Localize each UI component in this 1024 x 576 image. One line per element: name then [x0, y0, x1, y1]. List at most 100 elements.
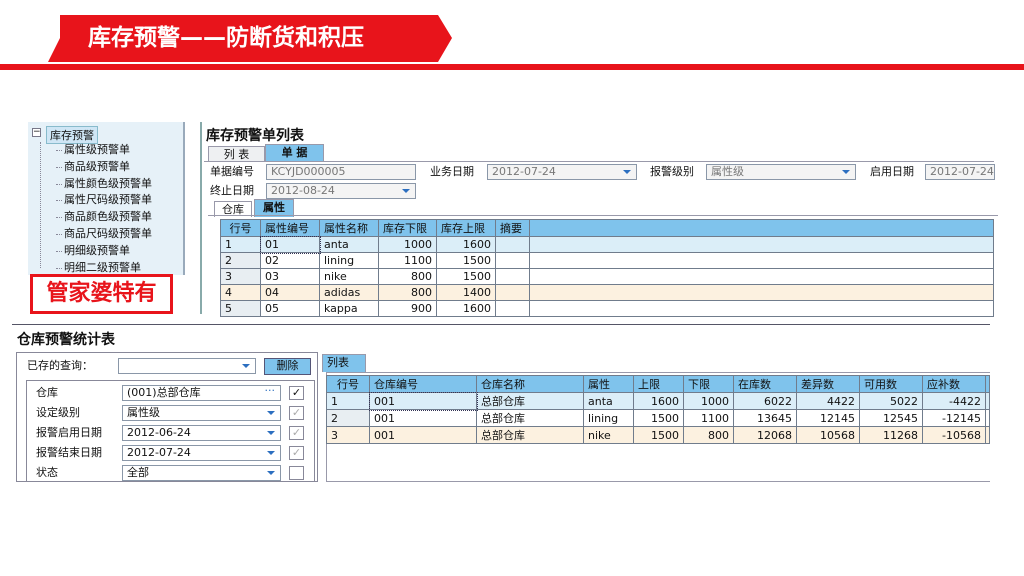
table-row[interactable]: 3 001 总部仓库 nike 1500 800 12068 10568 11268 -10568 — [326, 426, 990, 444]
table-cell[interactable]: lining — [319, 252, 379, 269]
column-header[interactable]: 应补数 — [922, 375, 986, 393]
filter-checkbox[interactable]: ✓ — [289, 446, 304, 460]
table-cell[interactable]: adidas — [319, 284, 379, 301]
tree-item[interactable]: 商品尺码级预警单 — [56, 227, 152, 240]
tree-item[interactable]: 属性颜色级预警单 — [56, 176, 152, 190]
table-cell[interactable]: 1500 — [436, 252, 496, 269]
table-row[interactable]: 2 02 lining 1100 1500 — [220, 252, 994, 269]
subtab-attribute[interactable]: 属性 — [254, 199, 294, 217]
table-cell[interactable]: anta — [583, 392, 634, 410]
table-cell[interactable] — [529, 236, 994, 253]
table-cell[interactable]: 900 — [378, 300, 437, 317]
table-cell[interactable] — [495, 284, 530, 301]
ellipsis-icon[interactable]: ··· — [264, 384, 276, 397]
table-cell[interactable]: 04 — [260, 284, 320, 301]
tree-item[interactable]: 明细二级预警单 — [56, 260, 141, 274]
table-cell[interactable]: 3 — [326, 426, 370, 444]
column-header[interactable]: 行号 — [220, 219, 261, 237]
chevron-down-icon[interactable] — [267, 411, 275, 415]
chevron-down-icon[interactable] — [267, 451, 275, 455]
table-cell[interactable]: -12145 — [922, 409, 986, 427]
table-cell[interactable]: 1600 — [436, 236, 496, 253]
column-header[interactable] — [529, 219, 994, 237]
table-row[interactable]: 1 01 anta 1000 1600 — [220, 235, 994, 254]
table-cell[interactable]: 1600 — [633, 392, 684, 410]
tree-item[interactable]: 商品颜色级预警单 — [56, 210, 152, 224]
filter-field[interactable]: 2012-07-24 — [122, 445, 281, 461]
tree-item[interactable]: 属性级预警单 — [56, 143, 130, 156]
table-cell[interactable] — [985, 426, 990, 444]
column-header[interactable]: 库存下限 — [378, 219, 437, 237]
table-cell[interactable]: 800 — [378, 268, 437, 285]
table-cell[interactable]: 1000 — [378, 236, 437, 253]
table-cell[interactable] — [529, 300, 994, 317]
tree-item[interactable]: 属性尺码级预警单 — [56, 193, 152, 207]
table-cell[interactable]: 03 — [260, 268, 320, 285]
table-cell[interactable]: 13645 — [733, 409, 797, 427]
filter-field[interactable]: 全部 — [122, 465, 281, 481]
table-cell[interactable]: 01 — [259, 235, 321, 254]
table-cell[interactable]: 11268 — [859, 426, 923, 444]
table-cell[interactable]: 1500 — [633, 426, 684, 444]
table-cell[interactable]: nike — [583, 426, 634, 444]
tree-item[interactable]: 明细级预警单 — [56, 243, 130, 257]
subtab-warehouse[interactable]: 仓库 — [214, 201, 252, 217]
saved-query-dropdown[interactable] — [118, 358, 256, 374]
table-cell[interactable]: 001 — [368, 391, 478, 411]
column-header[interactable]: 仓库编号 — [369, 375, 477, 393]
table-cell[interactable]: -4422 — [922, 392, 986, 410]
table-cell[interactable]: 10568 — [796, 426, 860, 444]
collapse-icon[interactable]: − — [32, 127, 41, 137]
table-cell[interactable]: anta — [319, 236, 379, 253]
start-date-field[interactable]: 2012-07-24 — [925, 164, 995, 180]
chevron-down-icon[interactable] — [267, 431, 275, 435]
level-dropdown[interactable]: 属性级 — [706, 164, 856, 180]
table-cell[interactable]: nike — [319, 268, 379, 285]
table-cell[interactable]: 1500 — [633, 409, 684, 427]
table-cell[interactable]: 1100 — [378, 252, 437, 269]
tab-list[interactable]: 列 表 — [208, 146, 265, 162]
table-cell[interactable]: 800 — [378, 284, 437, 301]
filter-checkbox[interactable]: ✓ — [289, 406, 304, 420]
filter-field[interactable]: 2012-06-24 — [122, 425, 281, 441]
table-cell[interactable]: 1100 — [683, 409, 734, 427]
table-cell[interactable]: 总部仓库 — [476, 392, 584, 410]
table-cell[interactable]: 02 — [260, 252, 320, 269]
table-cell[interactable] — [529, 252, 994, 269]
table-cell[interactable] — [495, 236, 530, 253]
tab-document[interactable]: 单 据 — [265, 144, 324, 162]
end-date-field[interactable]: 2012-08-24 — [266, 183, 416, 199]
filter-field[interactable]: 属性级 — [122, 405, 281, 421]
table-cell[interactable]: 4 — [220, 284, 261, 301]
table-cell[interactable]: 1400 — [436, 284, 496, 301]
table-cell[interactable]: -10568 — [922, 426, 986, 444]
table-cell[interactable] — [985, 392, 990, 410]
table-cell[interactable]: 5022 — [859, 392, 923, 410]
table-cell[interactable]: 1000 — [683, 392, 734, 410]
filter-field[interactable]: (001)总部仓库 ··· — [122, 384, 281, 401]
table-cell[interactable] — [985, 409, 990, 427]
table-cell[interactable]: kappa — [319, 300, 379, 317]
chevron-down-icon[interactable] — [267, 471, 275, 475]
table-cell[interactable] — [495, 300, 530, 317]
table-cell[interactable]: 1 — [326, 392, 370, 410]
table-cell[interactable]: 2 — [326, 409, 370, 427]
table-cell[interactable]: 5 — [220, 300, 261, 317]
column-header[interactable]: 属性 — [583, 375, 634, 393]
table-cell[interactable] — [495, 268, 530, 285]
column-header[interactable]: 可用数 — [859, 375, 923, 393]
column-header[interactable]: 属性编号 — [260, 219, 320, 237]
table-cell[interactable]: 05 — [260, 300, 320, 317]
table-cell[interactable]: 12145 — [796, 409, 860, 427]
filter-checkbox[interactable] — [289, 466, 304, 480]
table-row[interactable]: 4 04 adidas 800 1400 — [220, 284, 994, 301]
table-cell[interactable]: 总部仓库 — [476, 409, 584, 427]
table-cell[interactable]: 12068 — [733, 426, 797, 444]
column-header[interactable]: 在库数 — [733, 375, 797, 393]
table-row[interactable]: 2 001 总部仓库 lining 1500 1100 13645 12145 12545 -12… — [326, 409, 990, 427]
table-cell[interactable]: 1600 — [436, 300, 496, 317]
column-header[interactable]: 上限 — [633, 375, 684, 393]
filter-checkbox[interactable]: ✓ — [289, 426, 304, 440]
column-header[interactable] — [985, 375, 990, 393]
tab-list[interactable]: 列表 — [322, 354, 366, 372]
